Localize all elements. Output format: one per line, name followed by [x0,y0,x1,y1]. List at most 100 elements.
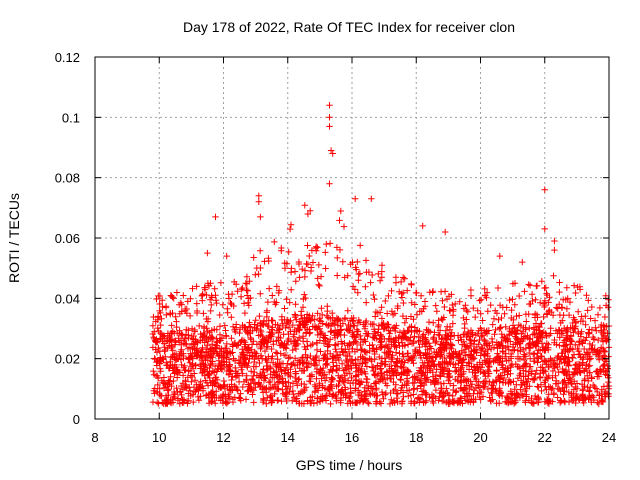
data-point [201,286,209,293]
data-point [153,362,160,369]
data-point [458,379,465,386]
data-point [340,379,348,386]
data-point [282,390,289,397]
data-point [185,367,192,374]
data-point [201,366,208,373]
data-point [317,365,324,373]
data-point [505,376,513,384]
data-point [373,398,381,405]
data-point [388,370,396,377]
data-point [166,380,173,388]
data-point [576,350,583,358]
data-point [518,390,526,398]
data-point [252,317,259,324]
data-point [228,314,235,321]
data-point [244,292,251,299]
data-point [392,279,400,286]
data-point [262,375,269,382]
data-point [410,391,417,398]
data-point [432,386,440,394]
data-point [368,364,376,371]
data-point [227,386,234,393]
data-point [529,297,536,305]
data-point [314,275,321,282]
data-point [454,332,462,339]
data-point [560,296,567,303]
data-point [152,346,159,353]
data-point [310,400,317,407]
data-point [406,324,413,331]
data-point [416,343,423,351]
data-point [583,292,590,299]
data-point [333,348,340,356]
data-point [279,386,286,393]
data-point [278,313,286,320]
data-point [306,252,313,260]
data-point [307,394,314,401]
data-point [251,379,259,387]
data-point [401,319,408,326]
data-point [160,374,168,381]
y-tick-label: 0.1 [62,110,80,125]
data-point [442,228,449,236]
data-point [363,299,370,306]
data-point [390,336,397,344]
data-point [441,303,448,311]
data-point [154,372,161,380]
data-point [236,394,243,402]
data-point [409,356,416,364]
data-point [403,315,410,322]
data-point [257,320,265,327]
data-point [550,272,557,279]
data-point [377,400,385,407]
data-point [492,377,499,384]
data-point [231,278,238,286]
data-point [217,348,225,355]
data-points [149,102,613,408]
data-point [411,373,418,380]
data-point [461,376,469,384]
data-point [281,391,289,398]
data-point [395,339,402,346]
x-tick-label: 22 [538,430,552,445]
data-point [326,386,334,394]
data-point [595,336,602,344]
data-point [336,377,343,384]
data-point [436,332,443,339]
data-point [257,319,264,327]
data-point [523,393,530,400]
data-point [236,329,243,337]
data-point [178,301,185,308]
data-point [549,312,557,319]
data-point [563,284,570,291]
data-point [327,336,334,343]
data-point [196,322,203,330]
data-point [471,338,478,345]
data-point [317,393,325,400]
data-point [272,321,279,328]
data-point [356,380,363,387]
data-point [329,150,336,157]
data-point [525,310,532,318]
data-point [353,266,360,273]
data-point [212,213,219,221]
data-point [537,370,544,377]
data-point [164,330,172,337]
data-point [271,298,278,306]
data-point [298,308,305,315]
data-point [239,370,246,377]
data-point [532,296,539,303]
data-point [492,357,499,364]
data-point [458,359,465,366]
data-point [476,297,483,304]
data-point [167,358,174,365]
data-point [487,345,495,353]
data-point [347,400,354,407]
data-point [193,283,200,290]
data-point [267,392,274,400]
data-point [455,373,462,380]
data-point [554,305,561,312]
data-point [506,325,513,333]
data-point [166,333,173,341]
data-point [556,288,563,296]
